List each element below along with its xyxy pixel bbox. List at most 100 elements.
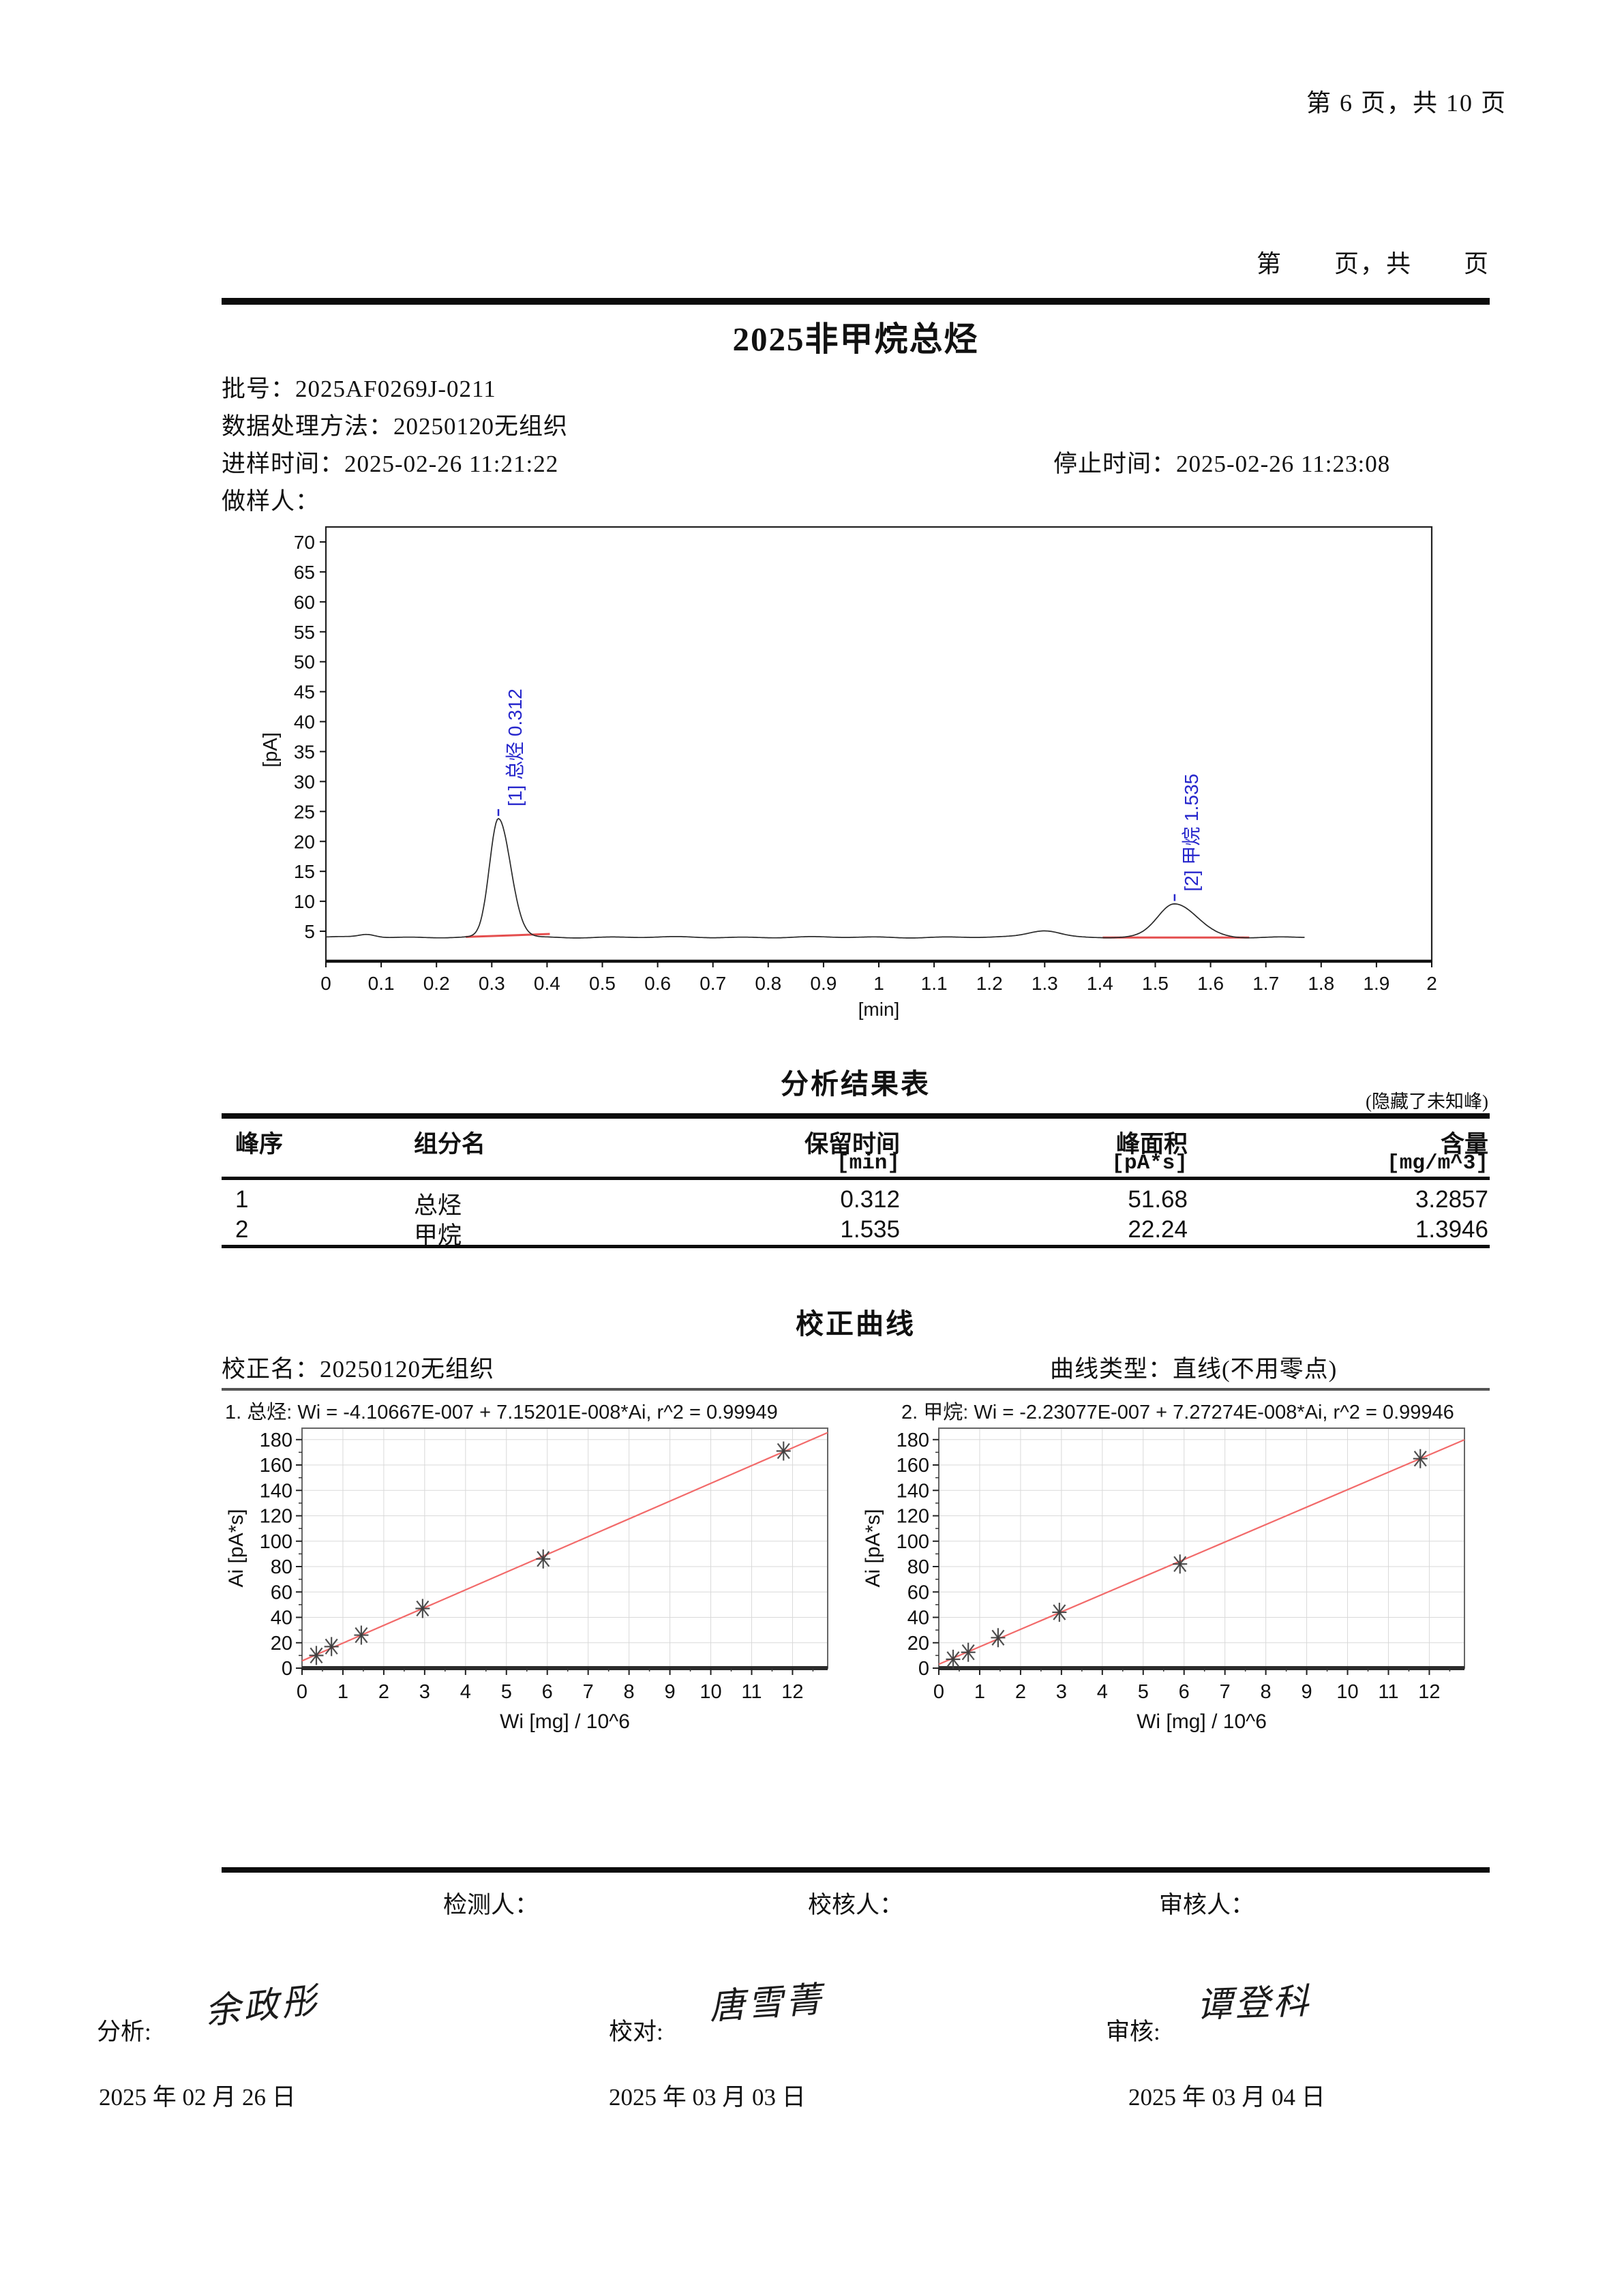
svg-text:20: 20 bbox=[907, 1633, 929, 1655]
svg-text:[pA]: [pA] bbox=[260, 732, 282, 768]
svg-text:70: 70 bbox=[294, 532, 315, 553]
svg-text:4: 4 bbox=[460, 1681, 471, 1703]
svg-text:5: 5 bbox=[304, 921, 315, 942]
svg-text:2: 2 bbox=[1426, 973, 1437, 994]
calibration-divider bbox=[222, 1388, 1490, 1391]
row1-conc: 3.2857 bbox=[1415, 1186, 1488, 1213]
svg-text:50: 50 bbox=[294, 652, 315, 673]
svg-text:1.1: 1.1 bbox=[921, 973, 948, 994]
calibration-type: 曲线类型：直线(不用零点) bbox=[1050, 1356, 1338, 1383]
table-rule-bottom bbox=[222, 1245, 1490, 1248]
calibration-plot-1: 0 1 2 3 4 5 6 7 8 9 10 11 12020406080100120140160180… bbox=[225, 1428, 828, 1733]
svg-text:[min]: [min] bbox=[858, 999, 900, 1020]
row2-component: 甲烷 bbox=[414, 1222, 462, 1249]
row2-retention: 1.535 bbox=[840, 1216, 900, 1243]
header-rule bbox=[222, 298, 1490, 305]
meta-sampler: 做样人： bbox=[222, 488, 320, 515]
svg-text:30: 30 bbox=[294, 771, 315, 792]
svg-text:11: 11 bbox=[1378, 1681, 1398, 1703]
svg-text:0.8: 0.8 bbox=[755, 973, 781, 994]
col-header-component: 组分名 bbox=[414, 1131, 486, 1158]
row2-area: 22.24 bbox=[1128, 1216, 1188, 1243]
svg-text:Ai [pA*s]: Ai [pA*s] bbox=[862, 1509, 884, 1587]
svg-text:1.4: 1.4 bbox=[1087, 973, 1113, 994]
svg-text:40: 40 bbox=[294, 712, 315, 733]
svg-text:1.5: 1.5 bbox=[1142, 973, 1169, 994]
svg-text:5: 5 bbox=[501, 1681, 512, 1703]
svg-text:80: 80 bbox=[271, 1556, 292, 1578]
svg-text:35: 35 bbox=[294, 741, 315, 762]
col-header-retention: 保留时间 bbox=[804, 1131, 900, 1158]
svg-text:0.7: 0.7 bbox=[700, 973, 726, 994]
row2-peak-no: 2 bbox=[235, 1216, 249, 1243]
svg-text:11: 11 bbox=[741, 1681, 762, 1703]
svg-text:60: 60 bbox=[294, 592, 315, 613]
page-title: 2025非甲烷总烃 bbox=[732, 320, 979, 358]
svg-text:0: 0 bbox=[320, 973, 331, 994]
tester-label: 检测人： bbox=[443, 1892, 539, 1918]
svg-text:0: 0 bbox=[933, 1681, 944, 1703]
svg-text:20: 20 bbox=[271, 1633, 292, 1655]
svg-text:12: 12 bbox=[781, 1681, 803, 1703]
calibration-name: 校正名：20250120无组织 bbox=[222, 1356, 495, 1383]
svg-text:0.5: 0.5 bbox=[589, 973, 616, 994]
checker-label: 校核人： bbox=[808, 1892, 904, 1918]
reviewer-label: 审核人： bbox=[1159, 1892, 1255, 1918]
table-rule-mid bbox=[222, 1177, 1490, 1180]
col-unit-conc: [mg/m^3] bbox=[1387, 1151, 1488, 1175]
analyst-label: 分析: bbox=[97, 2019, 151, 2045]
svg-text:0.6: 0.6 bbox=[644, 973, 671, 994]
table-rule-top bbox=[222, 1113, 1490, 1119]
svg-text:4: 4 bbox=[1097, 1681, 1108, 1703]
review-signature: 谭登科 bbox=[1196, 1982, 1312, 2025]
svg-text:[1] 总烃 0.312: [1] 总烃 0.312 bbox=[505, 689, 526, 806]
col-header-peak-no: 峰序 bbox=[235, 1131, 284, 1158]
svg-text:1.6: 1.6 bbox=[1197, 973, 1224, 994]
svg-text:1: 1 bbox=[337, 1681, 348, 1703]
meta-batch: 批号：2025AF0269J-0211 bbox=[222, 376, 496, 402]
svg-text:9: 9 bbox=[1302, 1681, 1312, 1703]
row1-retention: 0.312 bbox=[840, 1186, 900, 1213]
row1-area: 51.68 bbox=[1128, 1186, 1188, 1213]
proof-signature: 唐雪菁 bbox=[708, 1980, 826, 2027]
svg-text:180: 180 bbox=[260, 1430, 292, 1451]
svg-text:25: 25 bbox=[294, 801, 315, 822]
review-date: 2025 年 03 月 04 日 bbox=[1128, 2084, 1325, 2111]
result-table-note: (隐藏了未知峰) bbox=[1366, 1091, 1488, 1112]
svg-text:10: 10 bbox=[294, 891, 315, 912]
col-unit-retention: [min] bbox=[836, 1151, 900, 1175]
svg-text:1.3: 1.3 bbox=[1032, 973, 1058, 994]
row2-conc: 1.3946 bbox=[1415, 1216, 1488, 1243]
meta-method: 数据处理方法：20250120无组织 bbox=[222, 413, 569, 440]
svg-text:Wi [mg] / 10^6: Wi [mg] / 10^6 bbox=[1137, 1710, 1267, 1733]
svg-text:Wi [mg] / 10^6: Wi [mg] / 10^6 bbox=[500, 1710, 630, 1733]
col-header-conc: 含量 bbox=[1440, 1131, 1488, 1158]
review-label: 审核: bbox=[1106, 2019, 1160, 2045]
meta-inject-time: 进样时间：2025-02-26 11:21:22 bbox=[222, 451, 559, 477]
svg-text:100: 100 bbox=[897, 1531, 929, 1553]
proof-label: 校对: bbox=[609, 2019, 663, 2045]
svg-text:7: 7 bbox=[583, 1681, 594, 1703]
svg-text:60: 60 bbox=[271, 1582, 292, 1603]
svg-text:140: 140 bbox=[897, 1480, 929, 1502]
svg-text:8: 8 bbox=[1261, 1681, 1272, 1703]
svg-text:2: 2 bbox=[378, 1681, 389, 1703]
analyst-signature: 余政彤 bbox=[203, 1981, 322, 2032]
svg-text:100: 100 bbox=[260, 1531, 292, 1553]
svg-text:10: 10 bbox=[700, 1681, 721, 1703]
svg-text:6: 6 bbox=[1179, 1681, 1190, 1703]
svg-text:1.9: 1.9 bbox=[1363, 973, 1389, 994]
svg-text:3: 3 bbox=[1056, 1681, 1067, 1703]
meta-stop-time: 停止时间：2025-02-26 11:23:08 bbox=[1053, 451, 1391, 477]
calibration-plot-2: 0 1 2 3 4 5 6 7 8 9 10 11 12020406080100120140160180… bbox=[862, 1428, 1465, 1733]
svg-text:Ai [pA*s]: Ai [pA*s] bbox=[225, 1509, 247, 1587]
svg-text:45: 45 bbox=[294, 682, 315, 703]
svg-text:0.2: 0.2 bbox=[423, 973, 450, 994]
svg-text:140: 140 bbox=[260, 1480, 292, 1502]
svg-text:0.3: 0.3 bbox=[479, 973, 505, 994]
result-table-title: 分析结果表 bbox=[781, 1068, 931, 1100]
svg-text:60: 60 bbox=[907, 1582, 929, 1603]
svg-text:180: 180 bbox=[897, 1430, 929, 1451]
svg-text:12: 12 bbox=[1418, 1681, 1440, 1703]
